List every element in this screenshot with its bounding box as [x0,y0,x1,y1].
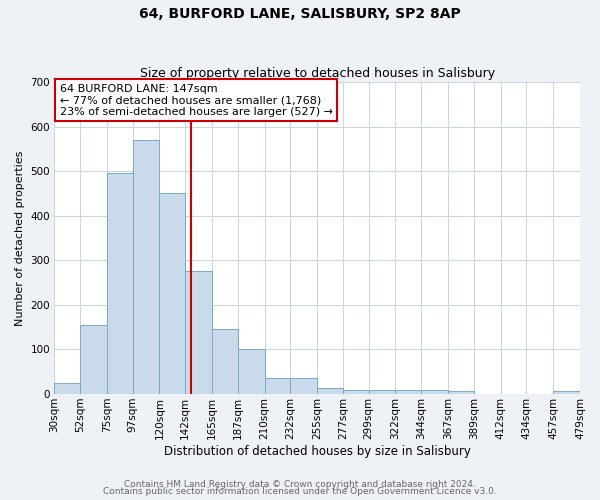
Bar [395,390,421,394]
Bar [448,391,474,394]
Bar [238,350,265,394]
Title: Size of property relative to detached houses in Salisbury: Size of property relative to detached ho… [140,66,495,80]
Bar [160,194,185,394]
Bar [421,390,448,394]
Bar [80,325,107,394]
Bar [185,272,212,394]
Bar [55,383,80,394]
Text: 64, BURFORD LANE, SALISBURY, SP2 8AP: 64, BURFORD LANE, SALISBURY, SP2 8AP [139,8,461,22]
Bar [343,390,368,394]
Bar [133,140,160,394]
Y-axis label: Number of detached properties: Number of detached properties [15,150,25,326]
Text: 64 BURFORD LANE: 147sqm
← 77% of detached houses are smaller (1,768)
23% of semi: 64 BURFORD LANE: 147sqm ← 77% of detache… [59,84,332,117]
Bar [368,390,395,394]
Bar [265,378,290,394]
Text: Contains HM Land Registry data © Crown copyright and database right 2024.: Contains HM Land Registry data © Crown c… [124,480,476,489]
Bar [212,330,238,394]
Bar [107,174,133,394]
Bar [317,388,343,394]
Bar [290,378,317,394]
Text: Contains public sector information licensed under the Open Government Licence v3: Contains public sector information licen… [103,488,497,496]
X-axis label: Distribution of detached houses by size in Salisbury: Distribution of detached houses by size … [164,444,470,458]
Bar [553,391,580,394]
